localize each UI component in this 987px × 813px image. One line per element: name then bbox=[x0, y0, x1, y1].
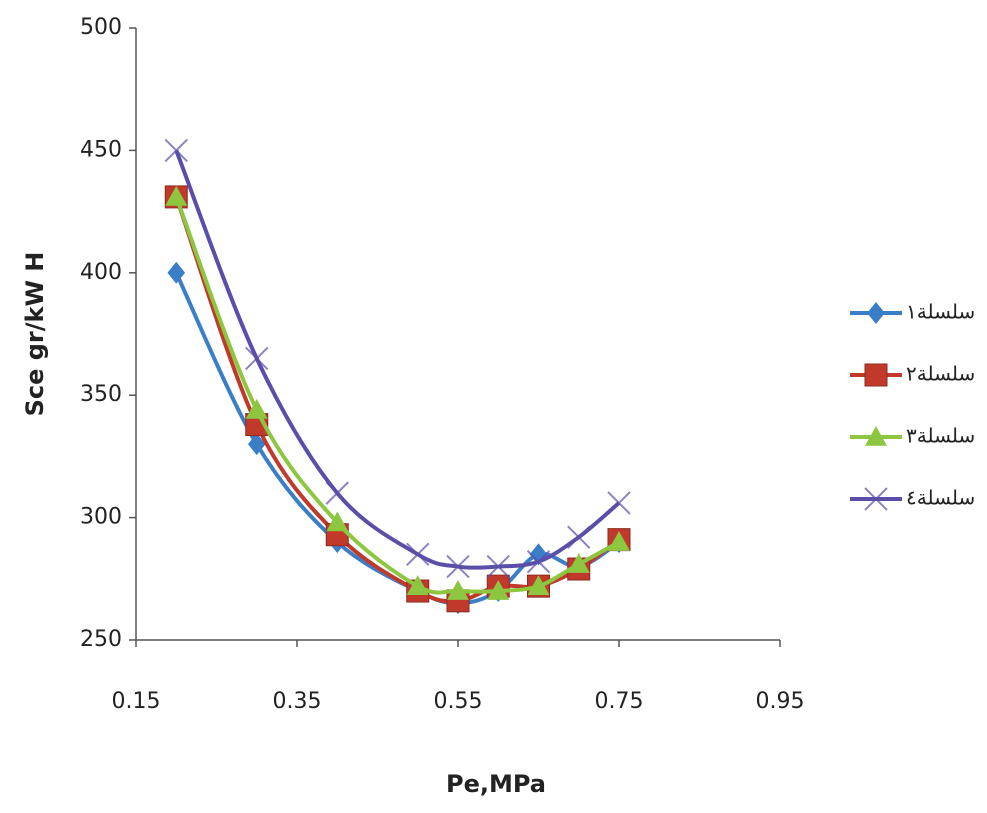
y-tick-label: 450 bbox=[80, 137, 122, 162]
legend-label: سلسلة٢ bbox=[906, 362, 975, 386]
y-tick-label: 300 bbox=[80, 505, 122, 530]
data-point bbox=[167, 261, 186, 284]
data-point bbox=[247, 433, 266, 456]
x-tick-label: 0.95 bbox=[756, 689, 805, 714]
x-tick-label: 0.55 bbox=[434, 689, 483, 714]
x-axis-title: Pe,MPa bbox=[446, 770, 546, 798]
x-tick-label: 0.35 bbox=[273, 689, 322, 714]
data-point bbox=[567, 553, 590, 573]
data-point bbox=[406, 575, 429, 595]
series-line bbox=[174, 149, 621, 570]
legend-label: سلسلة٤ bbox=[906, 486, 975, 510]
data-point bbox=[446, 554, 470, 579]
data-point bbox=[608, 531, 630, 551]
y-tick-label: 350 bbox=[80, 382, 122, 407]
y-axis-title: Sce gr/kW H bbox=[21, 252, 49, 417]
x-tick-label: 0.15 bbox=[112, 689, 161, 714]
legend-marker bbox=[864, 363, 888, 387]
data-point bbox=[529, 543, 548, 566]
data-point bbox=[325, 481, 349, 505]
legend-marker bbox=[864, 487, 888, 511]
data-point bbox=[164, 138, 188, 163]
y-tick-label: 250 bbox=[80, 627, 122, 652]
y-tick-label: 400 bbox=[80, 260, 122, 285]
data-point bbox=[487, 580, 510, 600]
data-point bbox=[165, 185, 188, 206]
data-point bbox=[607, 491, 631, 515]
data-point bbox=[526, 549, 551, 574]
y-tick-label: 500 bbox=[80, 15, 122, 40]
data-point bbox=[245, 346, 269, 371]
legend-marker bbox=[867, 302, 885, 324]
series-line bbox=[174, 196, 621, 604]
data-point bbox=[245, 398, 268, 419]
legend-marker bbox=[865, 426, 887, 446]
data-point bbox=[567, 525, 591, 549]
data-point bbox=[527, 575, 550, 595]
data-point bbox=[326, 511, 349, 532]
data-point bbox=[406, 542, 430, 567]
data-point bbox=[447, 580, 469, 600]
legend-label: سلسلة١ bbox=[906, 300, 975, 324]
data-point bbox=[486, 554, 510, 579]
x-tick-label: 0.75 bbox=[595, 689, 644, 714]
legend-label: سلسلة٣ bbox=[906, 424, 975, 448]
series-line bbox=[174, 196, 620, 595]
